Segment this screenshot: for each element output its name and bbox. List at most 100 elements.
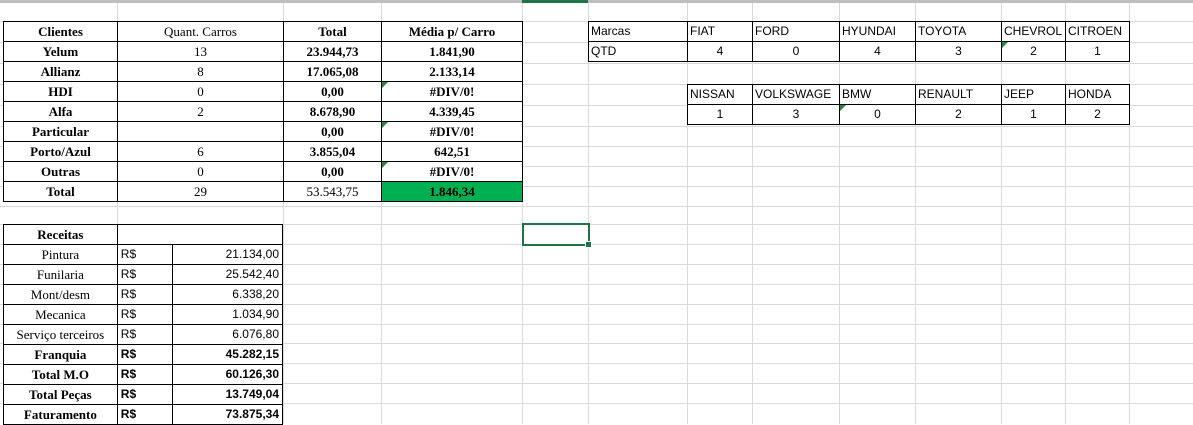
client-name[interactable]: Alfa — [3, 101, 118, 122]
summary-name[interactable]: Faturamento — [3, 404, 118, 425]
summary-name[interactable]: Franquia — [3, 344, 118, 365]
brand-name[interactable]: TOYOTA — [915, 21, 1002, 42]
client-total[interactable]: 8.678,90 — [283, 101, 382, 122]
empty-cell[interactable] — [172, 224, 283, 245]
currency-symbol[interactable]: R$ — [116, 404, 174, 425]
client-avg[interactable]: #DIV/0! — [381, 121, 523, 142]
client-avg[interactable]: 642,51 — [381, 141, 523, 162]
client-total[interactable]: 17.065,08 — [283, 61, 382, 82]
client-name[interactable]: Particular — [3, 121, 118, 142]
brand-count[interactable]: 2 — [1001, 41, 1066, 62]
receita-value[interactable]: 6.338,20 — [172, 284, 283, 305]
client-qty[interactable]: 0 — [117, 161, 284, 182]
brand-name[interactable]: JEEP — [1001, 84, 1066, 105]
brand-count[interactable]: 3 — [752, 104, 840, 125]
qtd-label[interactable]: QTD — [588, 41, 688, 62]
client-total[interactable]: 3.855,04 — [283, 141, 382, 162]
header-quant-carros[interactable]: Quant. Carros — [117, 21, 284, 42]
client-avg[interactable]: #DIV/0! — [381, 81, 523, 102]
total-label[interactable]: Total — [3, 181, 118, 202]
client-avg[interactable]: 1.841,90 — [381, 41, 523, 62]
client-qty[interactable]: 2 — [117, 101, 284, 122]
summary-value[interactable]: 13.749,04 — [172, 384, 283, 405]
client-name[interactable]: Outras — [3, 161, 118, 182]
currency-symbol[interactable]: R$ — [116, 384, 174, 405]
summary-value[interactable]: 73.875,34 — [172, 404, 283, 425]
currency-symbol[interactable]: R$ — [116, 244, 174, 265]
client-name[interactable]: HDI — [3, 81, 118, 102]
client-qty[interactable] — [117, 121, 284, 142]
brand-count[interactable]: 1 — [687, 104, 753, 125]
summary-name[interactable]: Total Peças — [3, 384, 118, 405]
total-sum[interactable]: 53.543,75 — [283, 181, 382, 202]
client-total[interactable]: 0,00 — [283, 81, 382, 102]
client-qty[interactable]: 0 — [117, 81, 284, 102]
total-row: Total 29 53.543,75 1.846,34 — [3, 181, 523, 202]
brand-count[interactable]: 2 — [1065, 104, 1130, 125]
table-row: Alfa 2 8.678,90 4.339,45 — [3, 101, 523, 122]
receita-name[interactable]: Mecanica — [3, 304, 118, 325]
brand-count[interactable]: 1 — [1065, 41, 1130, 62]
header-total[interactable]: Total — [283, 21, 382, 42]
client-qty[interactable]: 8 — [117, 61, 284, 82]
table-row: Porto/Azul 6 3.855,04 642,51 — [3, 141, 523, 162]
receita-value[interactable]: 1.034,90 — [172, 304, 283, 325]
clients-table: Clientes Quant. Carros Total Média p/ Ca… — [3, 21, 523, 202]
currency-symbol[interactable]: R$ — [116, 264, 174, 285]
client-avg[interactable]: 4.339,45 — [381, 101, 523, 122]
brand-name[interactable]: BMW — [839, 84, 916, 105]
brand-count[interactable]: 3 — [915, 41, 1002, 62]
total-qty[interactable]: 29 — [117, 181, 284, 202]
summary-value[interactable]: 60.126,30 — [172, 364, 283, 385]
active-cell-selection[interactable] — [522, 223, 592, 248]
header-clientes[interactable]: Clientes — [3, 21, 118, 42]
brand-name[interactable]: HONDA — [1065, 84, 1130, 105]
client-total[interactable]: 23.944,73 — [283, 41, 382, 62]
currency-symbol[interactable]: R$ — [116, 304, 174, 325]
client-qty[interactable]: 13 — [117, 41, 284, 62]
brand-count[interactable]: 2 — [915, 104, 1002, 125]
currency-symbol[interactable]: R$ — [116, 364, 174, 385]
client-qty[interactable]: 6 — [117, 141, 284, 162]
total-avg-highlight[interactable]: 1.846,34 — [381, 181, 523, 202]
empty-cell[interactable] — [116, 224, 173, 245]
client-avg[interactable]: #DIV/0! — [381, 161, 523, 182]
receita-name[interactable]: Serviço terceiros — [3, 324, 118, 345]
brand-name[interactable]: CHEVROL — [1001, 21, 1066, 42]
receita-value[interactable]: 21.134,00 — [172, 244, 283, 265]
client-name[interactable]: Yelum — [3, 41, 118, 62]
brand-name[interactable]: HYUNDAI — [839, 21, 916, 42]
client-name[interactable]: Porto/Azul — [3, 141, 118, 162]
summary-value[interactable]: 45.282,15 — [172, 344, 283, 365]
receita-name[interactable]: Mont/desm — [3, 284, 118, 305]
brand-name[interactable]: FORD — [752, 21, 840, 42]
receita-value[interactable]: 6.076,80 — [172, 324, 283, 345]
table-row: Franquia R$ 45.282,15 — [3, 344, 283, 365]
brand-count[interactable]: 0 — [839, 104, 916, 125]
brand-name[interactable]: CITROEN — [1065, 21, 1130, 42]
receita-name[interactable]: Funilaria — [3, 264, 118, 285]
currency-symbol[interactable]: R$ — [116, 324, 174, 345]
brand-count[interactable]: 4 — [687, 41, 753, 62]
brand-count[interactable]: 1 — [1001, 104, 1066, 125]
brand-name[interactable]: VOLKSWAGE — [752, 84, 840, 105]
receita-name[interactable]: Pintura — [3, 244, 118, 265]
brands-count-row: 1 3 0 2 1 2 — [687, 104, 1130, 125]
receitas-title[interactable]: Receitas — [3, 224, 118, 245]
currency-symbol[interactable]: R$ — [116, 344, 174, 365]
currency-symbol[interactable]: R$ — [116, 284, 174, 305]
marcas-label[interactable]: Marcas — [588, 21, 688, 42]
client-avg[interactable]: 2.133,14 — [381, 61, 523, 82]
header-media-carro[interactable]: Média p/ Carro — [381, 21, 523, 42]
receita-value[interactable]: 25.542,40 — [172, 264, 283, 285]
client-name[interactable]: Allianz — [3, 61, 118, 82]
brand-name[interactable]: RENAULT — [915, 84, 1002, 105]
brand-count[interactable]: 0 — [752, 41, 840, 62]
client-total[interactable]: 0,00 — [283, 161, 382, 182]
client-total[interactable]: 0,00 — [283, 121, 382, 142]
fill-handle[interactable] — [585, 241, 592, 248]
brand-name[interactable]: FIAT — [687, 21, 753, 42]
brand-name[interactable]: NISSAN — [687, 84, 753, 105]
brand-count[interactable]: 4 — [839, 41, 916, 62]
summary-name[interactable]: Total M.O — [3, 364, 118, 385]
